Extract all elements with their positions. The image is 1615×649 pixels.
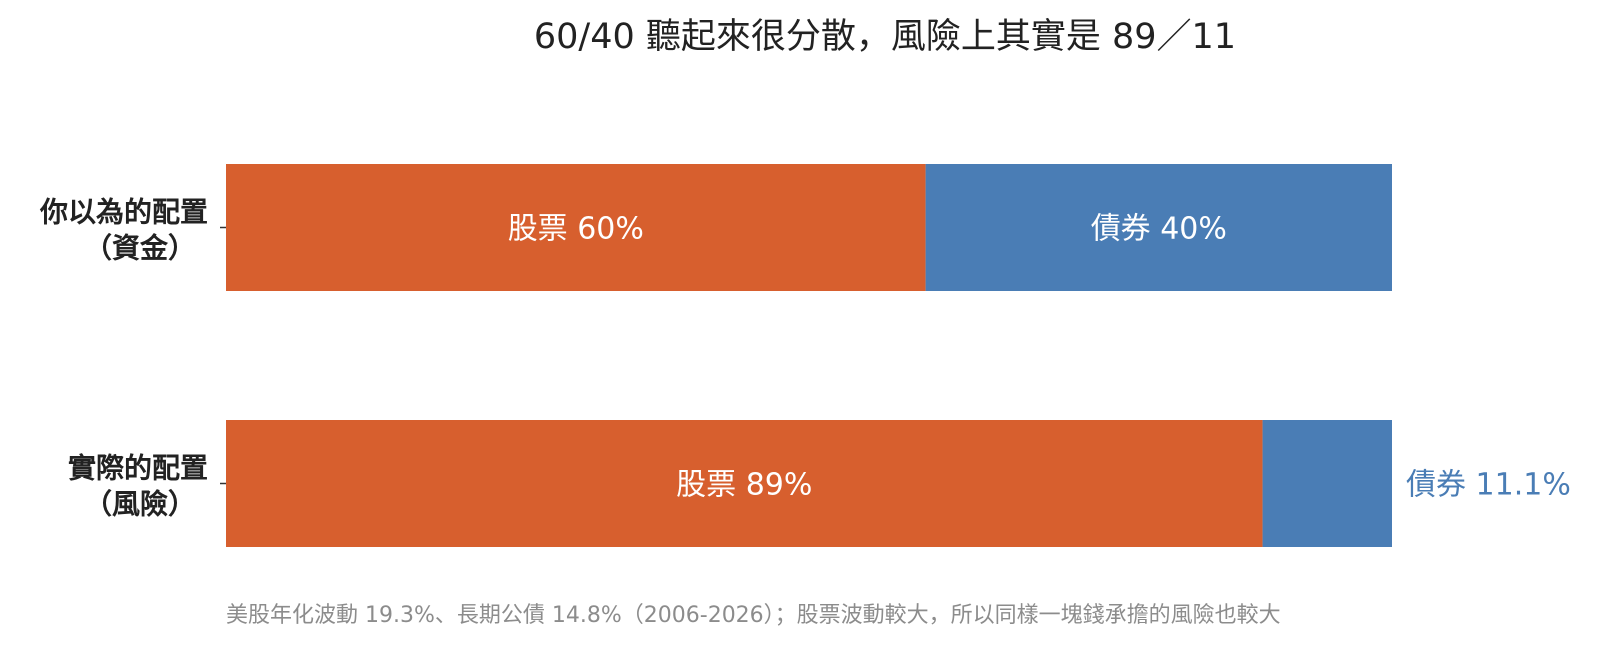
chart-title: 60/40 聽起來很分散，風險上其實是 89／11 (534, 17, 1236, 57)
category-label-line2: （資金） (84, 232, 196, 265)
data-label: 債券 11.1% (1406, 468, 1571, 503)
data-label: 股票 89% (676, 468, 812, 503)
data-label: 債券 40% (1091, 212, 1227, 247)
bar-segment-bond (1262, 420, 1392, 547)
chart-footnote: 美股年化波動 19.3%、長期公債 14.8%（2006-2026）；股票波動較… (226, 603, 1281, 628)
bar-segment-bond (925, 164, 1392, 291)
bars-layer (226, 164, 1392, 547)
labels-layer: 你以為的配置（資金） 股票 60% 債券 40% 實際的配置（風險） 股票 89% 債券 … (39, 196, 1571, 521)
category-label-line2: （風險） (84, 488, 196, 521)
category-label-line1: 你以為的配置 (39, 196, 208, 229)
bar-segment-stock (226, 420, 1263, 547)
data-label: 股票 60% (508, 212, 644, 247)
bar-segment-stock (226, 164, 926, 291)
category-label-line1: 實際的配置 (68, 452, 208, 485)
